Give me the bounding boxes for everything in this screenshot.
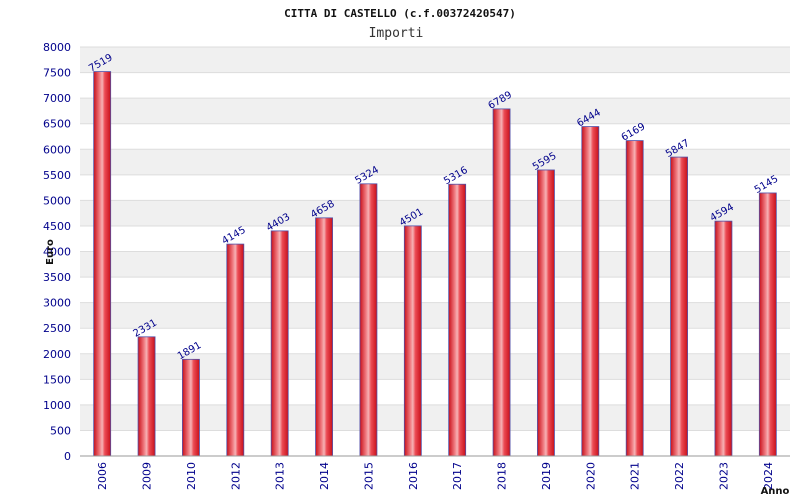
x-tick-label: 2024 bbox=[762, 462, 775, 490]
bar bbox=[137, 336, 156, 457]
y-tick-label: 7500 bbox=[43, 67, 71, 80]
x-tick-label: 2012 bbox=[229, 462, 242, 490]
y-tick-label: 6000 bbox=[43, 143, 71, 156]
x-tick-label: 2010 bbox=[185, 462, 198, 490]
bar bbox=[537, 169, 555, 457]
x-tick-label: 2006 bbox=[96, 462, 109, 490]
x-tick-label: 2016 bbox=[407, 462, 420, 490]
y-tick-label: 1000 bbox=[43, 399, 71, 412]
grid-band bbox=[80, 98, 790, 124]
y-tick-label: 4000 bbox=[43, 246, 71, 259]
y-tick-label: 0 bbox=[64, 450, 71, 463]
x-axis-ticks: 2006 2009 2010 2012 2013 2014 2015 2016 2017 2018… bbox=[96, 462, 775, 490]
x-tick-label: 2022 bbox=[673, 462, 686, 490]
y-tick-label: 3500 bbox=[43, 271, 71, 284]
bar bbox=[581, 126, 600, 457]
y-tick-label: 7000 bbox=[43, 92, 71, 105]
y-tick-label: 3000 bbox=[43, 297, 71, 310]
y-tick-label: 5500 bbox=[43, 169, 71, 182]
x-axis-label: Anno bbox=[761, 486, 790, 497]
x-tick-label: 2018 bbox=[496, 462, 509, 490]
y-tick-label: 2500 bbox=[43, 322, 71, 335]
y-tick-label: 5000 bbox=[43, 194, 71, 207]
y-tick-label: 6500 bbox=[43, 118, 71, 131]
y-tick-label: 1500 bbox=[43, 373, 71, 386]
x-tick-label: 2017 bbox=[451, 462, 464, 490]
x-tick-label: 2023 bbox=[717, 462, 730, 490]
bar bbox=[182, 358, 200, 457]
y-axis-ticks: 0 500 1000 1500 2000 2500 3000 3500 4000 4500 5000… bbox=[43, 41, 71, 463]
x-tick-label: 2013 bbox=[274, 462, 287, 490]
grid-band bbox=[80, 47, 790, 73]
x-tick-label: 2014 bbox=[318, 462, 331, 490]
y-tick-label: 8000 bbox=[43, 41, 71, 54]
bar bbox=[492, 108, 511, 457]
x-tick-label: 2019 bbox=[540, 462, 553, 490]
bar bbox=[714, 220, 733, 457]
x-tick-label: 2015 bbox=[362, 462, 375, 490]
bar bbox=[758, 192, 777, 457]
x-tick-label: 2021 bbox=[629, 462, 642, 490]
bar bbox=[226, 243, 245, 457]
bars bbox=[93, 71, 777, 457]
bar bbox=[359, 183, 378, 457]
y-tick-label: 4500 bbox=[43, 220, 71, 233]
y-tick-label: 500 bbox=[50, 424, 71, 437]
bar bbox=[270, 230, 289, 457]
bar bbox=[448, 183, 467, 457]
chart-title: CITTA DI CASTELLO (c.f.00372420547) bbox=[284, 7, 516, 20]
x-tick-label: 2020 bbox=[584, 462, 597, 490]
bar bbox=[670, 156, 688, 457]
bar bbox=[625, 140, 644, 457]
bar bbox=[403, 225, 422, 457]
y-axis-label: Euro bbox=[45, 239, 56, 265]
chart-subtitle: Importi bbox=[369, 26, 424, 41]
bar bbox=[93, 71, 112, 457]
x-tick-label: 2009 bbox=[141, 462, 154, 490]
bar bbox=[315, 217, 333, 457]
y-tick-label: 2000 bbox=[43, 348, 71, 361]
